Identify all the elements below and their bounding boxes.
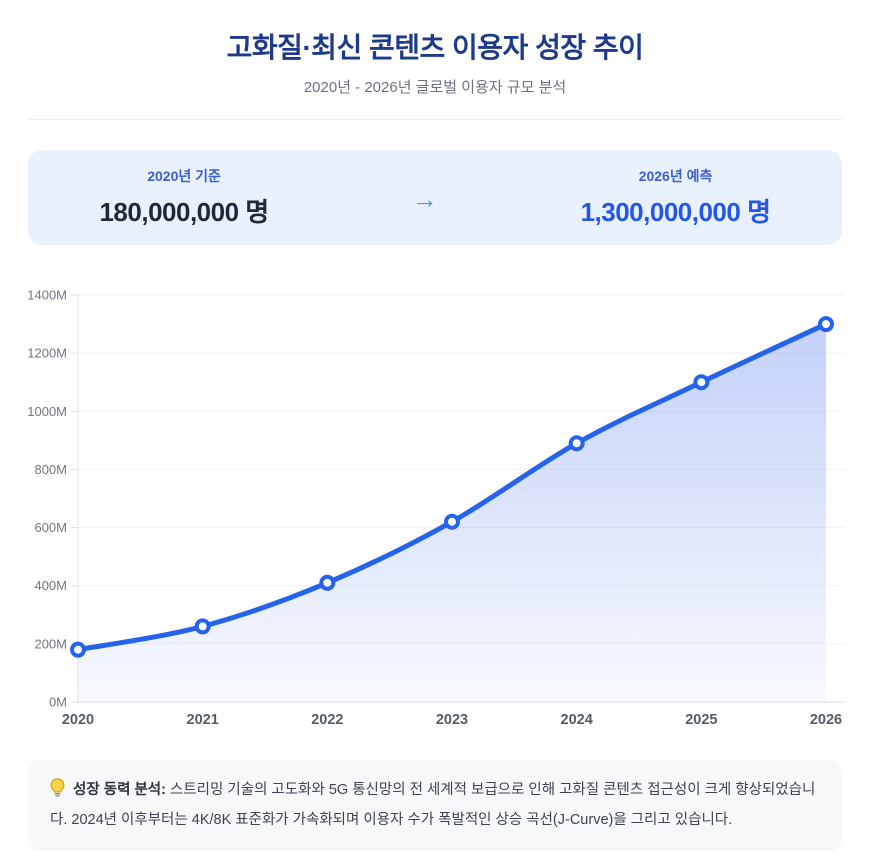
insight-title: 성장 동력 분석: <box>73 782 166 798</box>
summary-start-stat: 2020년 기준 180,000,000 명 <box>99 166 269 229</box>
insight-body: 스트리밍 기술의 고도화와 5G 통신망의 전 세계적 보급으로 인해 고화질 … <box>50 782 816 828</box>
x-axis-label: 2024 <box>561 712 593 728</box>
area-fill <box>78 324 826 702</box>
summary-end-value: 1,300,000,000 명 <box>580 197 771 227</box>
x-axis-label: 2020 <box>62 712 94 728</box>
y-axis-label: 0M <box>49 695 67 710</box>
header-divider <box>28 119 842 120</box>
y-axis-label: 200M <box>34 636 67 651</box>
summary-banner: 2020년 기준 180,000,000 명 → 2026년 예측 1,300,… <box>28 150 842 245</box>
data-point-2020[interactable] <box>70 641 86 658</box>
data-point-2024[interactable] <box>568 435 585 452</box>
data-point-2021[interactable] <box>194 618 211 635</box>
x-axis-label: 2023 <box>436 712 468 728</box>
data-point-2022[interactable] <box>319 574 336 591</box>
y-axis-label: 1000M <box>27 404 67 419</box>
summary-end-stat: 2026년 예측 1,300,000,000 명 <box>581 166 771 229</box>
y-axis-label: 400M <box>34 578 67 593</box>
data-point-2026[interactable] <box>818 316 834 333</box>
x-axis-label: 2021 <box>187 712 219 728</box>
page-subtitle: 2020년 - 2026년 글로벌 이용자 규모 분석 <box>303 79 567 96</box>
summary-end-label: 2026년 예측 <box>638 168 713 184</box>
y-axis-label: 1200M <box>27 346 67 361</box>
arrow-right-icon: → <box>411 184 438 214</box>
chart-section: 0M 200M 400M 600M 800M 1000M 1200M 1400M 2020 202… <box>0 282 870 742</box>
summary-start-value: 180,000,000 명 <box>99 197 269 227</box>
y-axis-label: 1400M <box>27 288 67 303</box>
x-axis-label: 2025 <box>685 712 717 728</box>
lightbulb-icon <box>50 778 69 801</box>
x-axis-label: 2026 <box>810 712 842 728</box>
y-axis-label: 800M <box>34 462 67 477</box>
x-axis-label: 2022 <box>311 712 343 728</box>
data-point-2023[interactable] <box>444 513 460 530</box>
summary-start-label: 2020년 기준 <box>147 168 221 184</box>
page-title: 고화질·최신 콘텐츠 이용자 성장 추이 <box>226 32 644 63</box>
data-point-2025[interactable] <box>693 374 710 391</box>
user-growth-area-chart: 0M 200M 400M 600M 800M 1000M 1200M 1400M 2020 202… <box>27 288 845 728</box>
y-axis-label: 600M <box>34 520 67 535</box>
insight-box: 성장 동력 분석: 스트리밍 기술의 고도화와 5G 통신망의 전 세계적 보급… <box>28 760 842 851</box>
